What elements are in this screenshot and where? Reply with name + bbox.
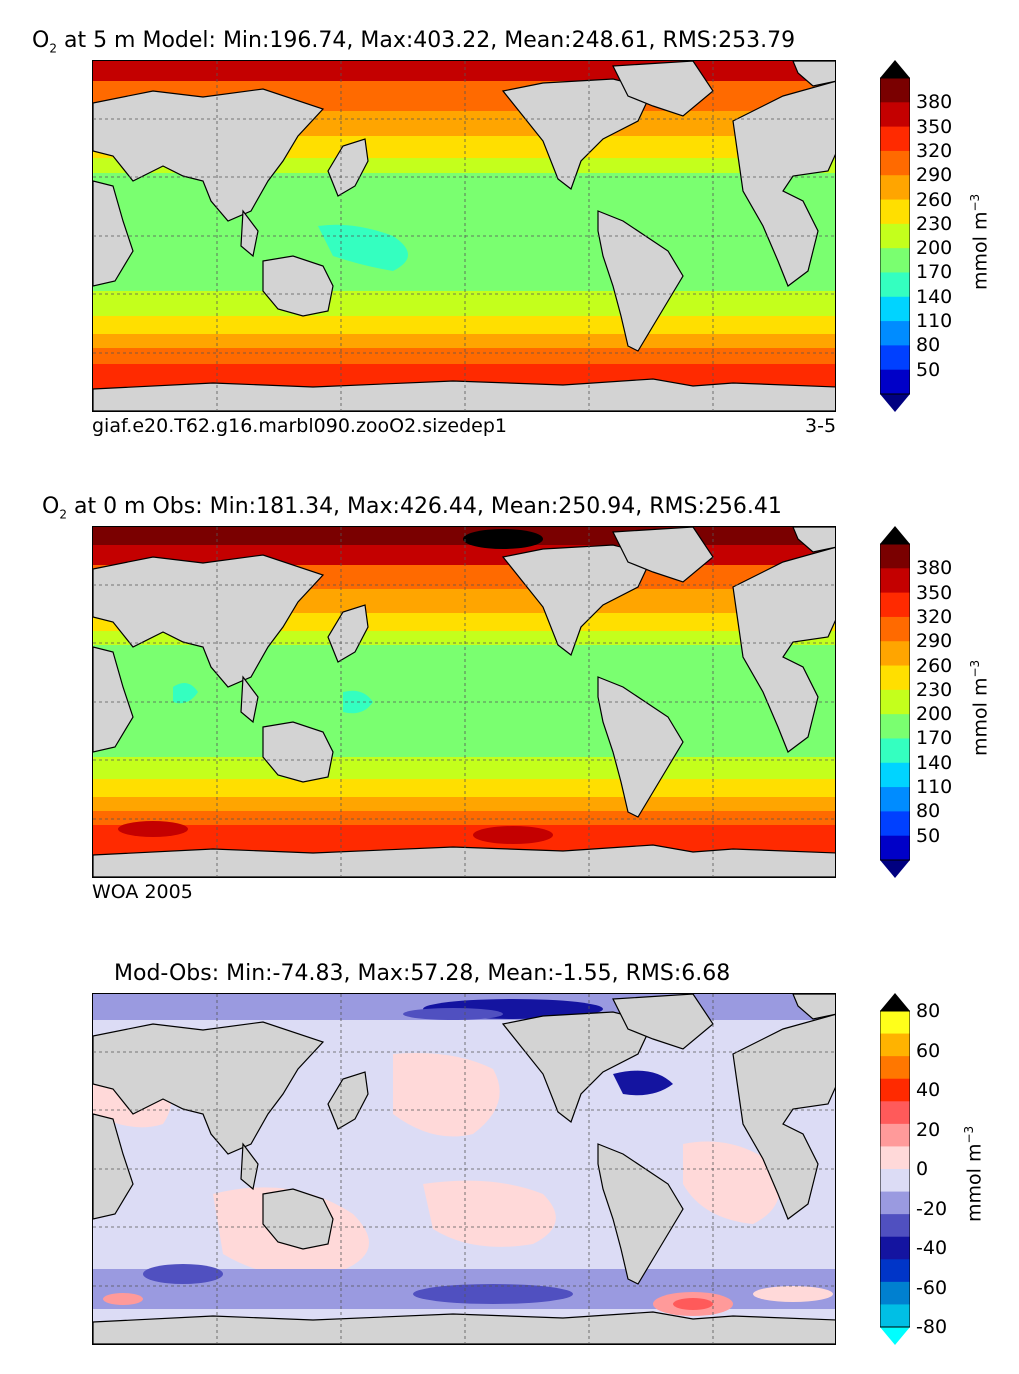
colorbar-tick-label: 320 <box>916 139 953 162</box>
colorbar-swatch <box>880 616 910 642</box>
colorbar-tick-label: 110 <box>916 310 953 333</box>
colorbar-swatch <box>880 787 910 812</box>
colorbar-swatch <box>880 272 910 298</box>
map-model <box>92 60 836 412</box>
colorbar-tick-label: 0 <box>916 1158 929 1180</box>
panel-title: O2 at 0 m Obs: Min:181.34, Max:426.44, M… <box>42 494 782 522</box>
colorbar-swatch <box>880 199 910 225</box>
colorbar-swatch <box>880 1281 910 1305</box>
caption-period: 3-5 <box>805 415 837 437</box>
colorbar-swatch <box>880 641 910 667</box>
colorbar-swatch <box>880 762 910 788</box>
colorbar-tick-label: 200 <box>916 237 953 260</box>
colorbar-swatch <box>880 568 910 594</box>
panel-title: O2 at 5 m Model: Min:196.74, Max:403.22,… <box>32 28 796 56</box>
colorbar-tick-label: 350 <box>916 115 953 138</box>
colorbar-swatch <box>880 714 910 739</box>
colorbar-swatch <box>880 592 910 618</box>
colorbar-tick-label: 60 <box>916 1039 941 1062</box>
colorbar-tick-label: 170 <box>916 261 953 284</box>
colorbar-swatch <box>880 1033 910 1057</box>
panel-title: Mod-Obs: Min:-74.83, Max:57.28, Mean:-1.… <box>114 961 731 986</box>
colorbar-tick-label: 50 <box>916 358 941 381</box>
colorbar-swatch <box>880 1191 910 1215</box>
colorbar-swatch <box>880 1123 910 1147</box>
colorbar-obs <box>880 526 910 878</box>
band-south-230 <box>93 291 835 316</box>
colorbar-tick-label: -60 <box>916 1276 948 1299</box>
colorbar-tick-label: 200 <box>916 703 953 726</box>
colorbar-tick-label: 110 <box>916 776 953 799</box>
colorbar-unit: mmol m−3 <box>968 193 992 290</box>
colorbar-tick-label: -20 <box>916 1197 948 1220</box>
colorbar-swatch <box>880 1011 910 1035</box>
colorbar-tick-label: 40 <box>916 1079 941 1101</box>
colorbar-swatch <box>880 296 910 322</box>
colorbar-swatch <box>880 1236 910 1260</box>
colorbar-swatch <box>880 835 910 861</box>
band-south-320 <box>93 348 835 364</box>
colorbar-swatch <box>880 78 910 103</box>
colorbar-swatch <box>880 1259 910 1283</box>
colorbar-swatch <box>880 175 910 201</box>
colorbar-swatch <box>880 738 910 764</box>
colorbar-swatch <box>880 345 910 371</box>
caption-source: WOA 2005 <box>92 881 193 903</box>
colorbar-unit: mmol m−3 <box>962 1125 986 1222</box>
map-diff <box>92 993 836 1345</box>
band-north-350 <box>93 61 835 81</box>
band-south-260 <box>93 316 835 334</box>
colorbar-tick-label: 80 <box>916 800 941 823</box>
caption-source: giaf.e20.T62.g16.marbl090.zooO2.sizedep1 <box>92 415 507 437</box>
colorbar-tick-label: 140 <box>916 285 953 308</box>
colorbar-tick-label: 320 <box>916 605 953 628</box>
colorbar-tick-label: -40 <box>916 1237 948 1259</box>
colorbar-swatch <box>880 665 910 691</box>
colorbar-tick-label: 290 <box>916 164 953 187</box>
map-obs <box>92 526 836 878</box>
colorbar-unit: mmol m−3 <box>968 659 992 756</box>
colorbar-swatch <box>880 1169 910 1193</box>
colorbar-tick-label: 80 <box>916 1000 941 1022</box>
colorbar-swatches <box>880 78 910 395</box>
colorbar-tick-label: 380 <box>916 91 953 114</box>
colorbar-tick-label: 380 <box>916 557 953 580</box>
colorbar-tick-label: 290 <box>916 630 953 653</box>
colorbar-swatch <box>880 1078 910 1102</box>
colorbar-swatch <box>880 126 910 152</box>
colorbar-swatch <box>880 223 910 249</box>
colorbar-tick-label: 140 <box>916 751 953 774</box>
colorbar-swatch <box>880 1214 910 1238</box>
colorbar-tick-label: -80 <box>916 1316 948 1338</box>
colorbar-swatch <box>880 1101 910 1125</box>
colorbar-tick-label: 80 <box>916 334 941 357</box>
colorbar-swatch <box>880 369 910 395</box>
colorbar-tick-label: 350 <box>916 581 953 604</box>
colorbar-tick-label: 260 <box>916 654 953 677</box>
colorbar-swatch <box>880 544 910 569</box>
colorbar-swatch <box>880 1146 910 1170</box>
colorbar-tick-label: 50 <box>916 824 941 847</box>
colorbar-swatch <box>880 1304 910 1328</box>
colorbar-swatch <box>880 248 910 273</box>
colorbar-swatch <box>880 150 910 176</box>
colorbar-tick-label: 230 <box>916 678 953 701</box>
colorbar-tick-label: 170 <box>916 727 953 750</box>
colorbar-swatch <box>880 321 910 346</box>
colorbar-tick-label: 230 <box>916 212 953 235</box>
colorbar-diff <box>880 993 910 1345</box>
colorbar-swatch <box>880 102 910 128</box>
colorbar-tick-label: 20 <box>916 1118 941 1141</box>
colorbar-swatch <box>880 689 910 715</box>
colorbar-model <box>880 60 910 412</box>
colorbar-swatch <box>880 811 910 837</box>
band-south-290 <box>93 334 835 348</box>
colorbar-tick-label: 260 <box>916 188 953 211</box>
colorbar-swatch <box>880 1056 910 1080</box>
